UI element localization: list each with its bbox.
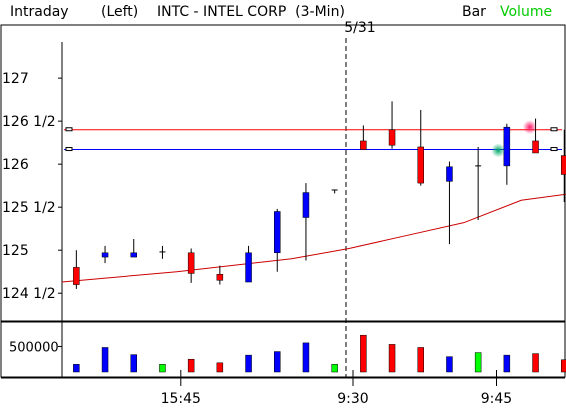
volume-bar <box>561 359 566 373</box>
price-candles <box>73 101 566 289</box>
candle-body <box>532 140 539 154</box>
resistance-handle[interactable] <box>550 127 558 132</box>
reference-lines <box>61 38 566 378</box>
volume-bar <box>159 364 166 373</box>
candle-body <box>101 252 109 258</box>
chart-title: INTC - INTEL CORP (3-Min) <box>157 4 345 20</box>
volume-bar <box>503 354 511 373</box>
volume-bar <box>245 354 252 373</box>
candle-body <box>274 211 281 254</box>
volume-bars <box>73 334 566 373</box>
price-panel-border <box>0 24 566 322</box>
support-handle[interactable] <box>550 147 558 152</box>
axis-side-label: (Left) <box>101 4 138 20</box>
y-tick-label: 126 <box>2 157 29 173</box>
candle-body <box>360 140 367 150</box>
volume-bar <box>417 347 424 373</box>
volume-bar <box>388 344 396 373</box>
moving-average-line <box>61 193 566 283</box>
resistance-handle[interactable] <box>65 127 73 132</box>
volume-bar <box>101 347 109 373</box>
candle-body <box>245 252 252 283</box>
bar-toggle[interactable]: Bar <box>462 4 486 20</box>
volume-bar <box>130 354 137 373</box>
y-tick-label: 125 1/2 <box>2 200 56 216</box>
axis-labels: 127 126 1/2 126 125 1/2 125 124 1/2 500000 15:4… <box>2 20 512 407</box>
candle-body <box>388 129 396 146</box>
volume-bar <box>302 342 310 373</box>
header: Intraday (Left) INTC - INTEL CORP (3-Min… <box>10 4 552 20</box>
y-tick-label: 126 1/2 <box>2 114 56 130</box>
candle-body <box>216 274 224 281</box>
x-tick-label: 9:45 <box>481 391 512 407</box>
volume-bar <box>331 364 338 373</box>
mode-label: Intraday <box>10 4 69 20</box>
candle-body <box>187 252 195 274</box>
volume-bar <box>532 353 539 373</box>
candle-body <box>503 126 511 167</box>
candle-body <box>446 166 453 182</box>
volume-bar <box>187 358 195 373</box>
x-tick-label: 15:45 <box>161 391 201 407</box>
signal-marker <box>522 120 537 135</box>
volume-bar <box>73 364 80 373</box>
volume-bar <box>274 351 281 373</box>
candle-body <box>302 192 310 218</box>
y-tick-label: 124 1/2 <box>2 286 56 302</box>
volume-bar <box>216 362 224 373</box>
volume-bar <box>446 356 453 373</box>
volume-bar <box>360 334 367 373</box>
support-handle[interactable] <box>65 147 73 152</box>
session-date-label: 5/31 <box>344 20 375 36</box>
candle-body <box>130 252 137 258</box>
volume-panel-border <box>0 321 566 378</box>
x-tick-label: 9:30 <box>337 391 368 407</box>
candle-body <box>417 146 424 184</box>
volume-toggle[interactable]: Volume <box>500 4 552 20</box>
signal-marker <box>491 143 506 158</box>
volume-bar <box>474 352 482 373</box>
y-tick-label: 125 <box>2 243 29 259</box>
volume-y-tick-label: 500000 <box>9 340 59 355</box>
chart-frame <box>0 24 566 379</box>
y-tick-label: 127 <box>2 71 29 87</box>
candle-body <box>561 155 566 175</box>
candle-body <box>73 267 80 285</box>
